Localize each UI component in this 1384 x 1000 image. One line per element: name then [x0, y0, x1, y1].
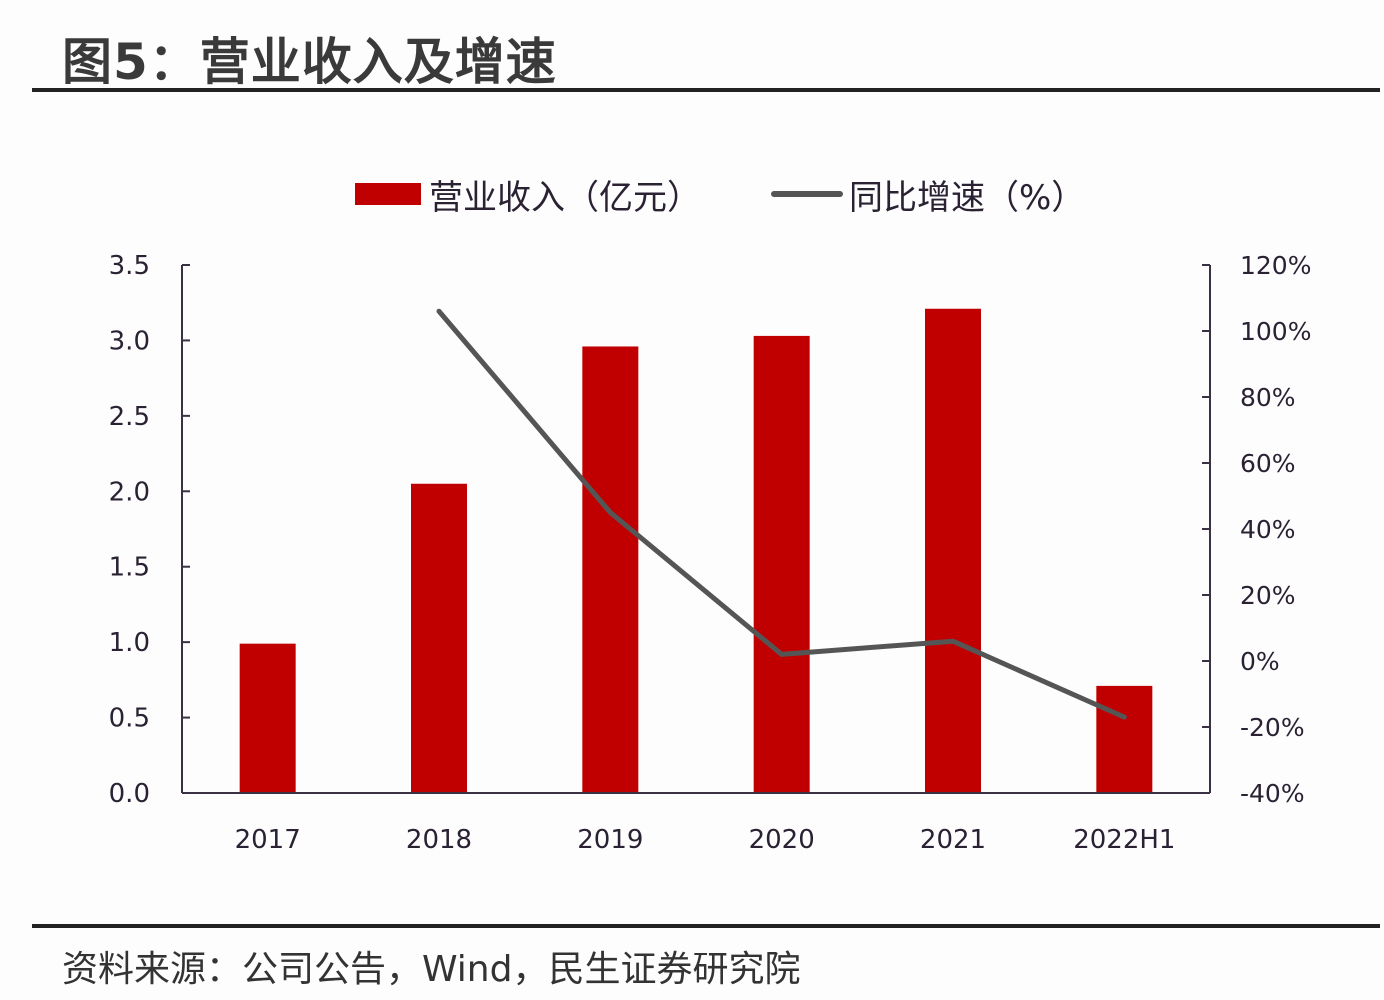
left-y-axis: 0.0 0.5 1.0 1.5 2.0 2.5 3.0 3.5 [109, 251, 190, 809]
right-tick-label: -40% [1240, 779, 1305, 808]
x-tick-label: 2018 [406, 825, 472, 855]
right-tick-label: 80% [1240, 383, 1296, 412]
chart-legend: 营业收入（亿元） 同比增速（%） [355, 170, 1085, 219]
x-tick-label: 2019 [577, 825, 643, 855]
right-tick-label: 120% [1240, 251, 1311, 280]
revenue-bar [582, 346, 639, 793]
bottom-rule-divider [32, 924, 1380, 928]
left-tick-label: 1.0 [109, 628, 150, 658]
top-rule-divider [32, 88, 1380, 92]
left-tick-label: 0.0 [109, 779, 150, 809]
right-tick-label: 40% [1240, 515, 1296, 544]
revenue-bar [411, 483, 467, 793]
left-tick-label: 0.5 [109, 704, 150, 734]
revenue-bars [239, 308, 1153, 793]
growth-polyline [436, 308, 1127, 720]
legend-item-revenue: 营业收入（亿元） [355, 170, 701, 219]
left-tick-label: 3.0 [109, 326, 150, 356]
revenue-bar [925, 308, 981, 793]
right-tick-label: 60% [1240, 449, 1296, 478]
right-tick-label: -20% [1240, 713, 1305, 742]
x-tick-label: 2021 [920, 825, 986, 855]
x-tick-label: 2020 [749, 825, 815, 855]
right-y-axis: -40% -20% 0% 20% 40% 60% 80% 100% 120% [1202, 251, 1311, 808]
revenue-bar [239, 643, 296, 793]
right-tick-label: 0% [1240, 647, 1280, 676]
source-note: 资料来源：公司公告，Wind，民生证券研究院 [62, 949, 801, 990]
legend-label-revenue: 营业收入（亿元） [429, 177, 701, 218]
combo-chart: 0.0 0.5 1.0 1.5 2.0 2.5 3.0 3.5 -40% -20% 0% 20% 40… [109, 251, 1312, 855]
right-tick-label: 20% [1240, 581, 1296, 610]
legend-item-growth: 同比增速（%） [701, 170, 1085, 219]
left-tick-label: 3.5 [109, 251, 150, 281]
growth-line [436, 308, 1127, 720]
revenue-bar [1096, 685, 1153, 793]
x-tick-label: 2017 [235, 825, 301, 855]
revenue-bar [753, 335, 810, 793]
legend-label-growth: 同比增速（%） [849, 177, 1086, 218]
line-swatch-icon [771, 191, 843, 197]
left-tick-label: 2.5 [109, 402, 150, 432]
chart-title: 图5：营业收入及增速 [62, 33, 557, 91]
right-tick-label: 100% [1240, 317, 1311, 346]
x-axis: 2017 2018 2019 2020 2021 2022H1 [182, 792, 1210, 855]
left-tick-label: 2.0 [109, 477, 150, 507]
x-tick-label: 2022H1 [1073, 825, 1175, 855]
bar-swatch-icon [355, 183, 421, 205]
left-tick-label: 1.5 [109, 553, 150, 583]
